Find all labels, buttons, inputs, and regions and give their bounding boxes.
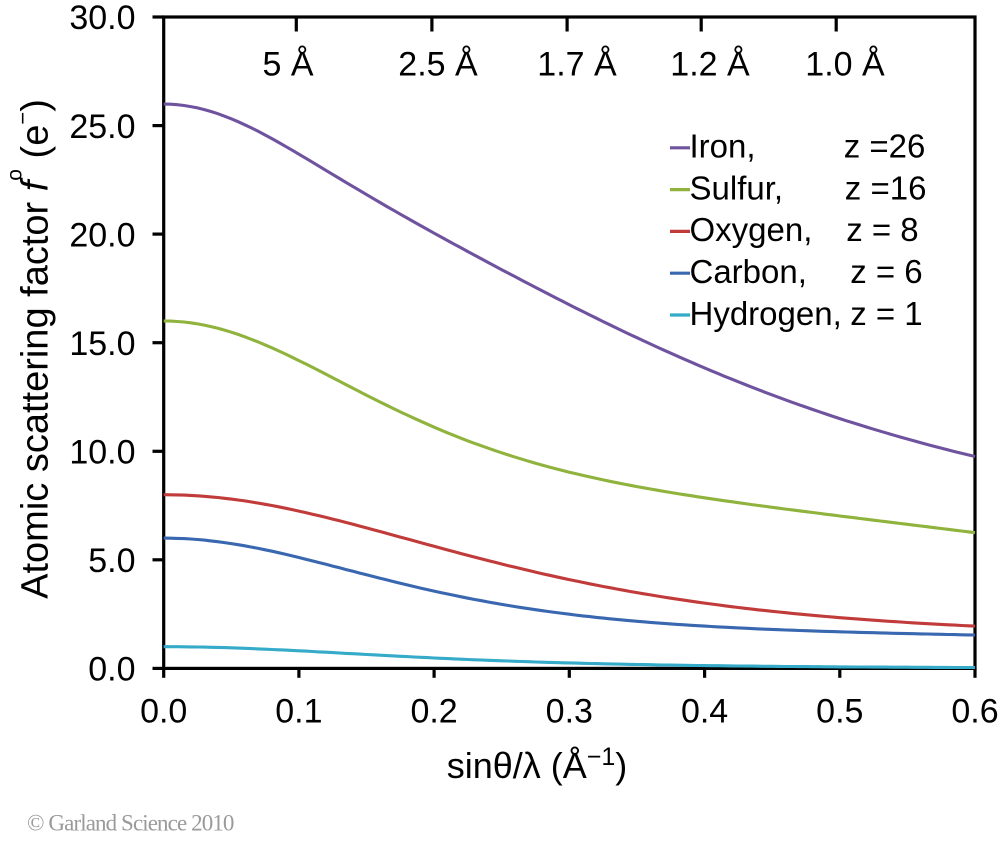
svg-text:5.0: 5.0	[88, 542, 135, 580]
svg-text:1.7 Å: 1.7 Å	[537, 46, 617, 84]
svg-text:25.0: 25.0	[69, 108, 135, 146]
svg-text:z =16: z =16	[845, 169, 927, 206]
svg-text:z = 1: z = 1	[850, 295, 922, 332]
svg-text:0.2: 0.2	[410, 693, 457, 731]
svg-text:Oxygen,: Oxygen,	[690, 211, 813, 248]
svg-text:0.3: 0.3	[546, 693, 593, 731]
svg-text:0.0: 0.0	[88, 651, 135, 689]
svg-text:0.6: 0.6	[951, 693, 998, 731]
svg-text:10.0: 10.0	[69, 434, 135, 472]
svg-text:0.1: 0.1	[275, 693, 322, 731]
svg-text:20.0: 20.0	[69, 216, 135, 254]
svg-text:15.0: 15.0	[69, 325, 135, 363]
svg-text:© Garland Science 2010: © Garland Science 2010	[27, 811, 234, 836]
svg-text:z = 8: z = 8	[846, 211, 918, 248]
svg-text:1.0 Å: 1.0 Å	[805, 46, 885, 84]
svg-text:5 Å: 5 Å	[262, 46, 313, 84]
svg-text:z = 6: z = 6	[850, 253, 922, 290]
svg-text:0.4: 0.4	[681, 693, 728, 731]
svg-text:0.5: 0.5	[816, 693, 863, 731]
svg-text:30.0: 30.0	[69, 0, 135, 37]
svg-text:0.0: 0.0	[140, 693, 187, 731]
svg-text:2.5 Å: 2.5 Å	[398, 46, 478, 84]
svg-text:Carbon,: Carbon,	[690, 253, 807, 290]
svg-text:1.2 Å: 1.2 Å	[670, 46, 750, 84]
svg-text:z =26: z =26	[844, 128, 926, 165]
svg-text:Sulfur,: Sulfur,	[690, 169, 784, 206]
svg-text:Iron,: Iron,	[690, 128, 756, 165]
svg-text:Hydrogen,: Hydrogen,	[690, 295, 842, 332]
